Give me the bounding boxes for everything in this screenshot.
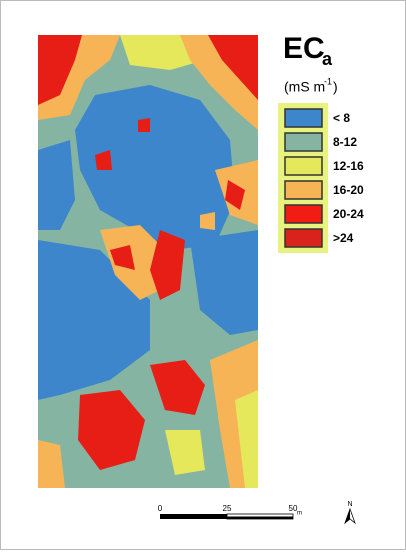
legend-label: < 8	[333, 111, 350, 125]
legend-title-subscript: a	[322, 49, 333, 69]
north-label: N	[347, 501, 352, 508]
legend-background	[278, 103, 328, 253]
legend: < 8 8-12 12-16 16-20 20-24 >24	[278, 103, 364, 253]
scale-label: 50	[289, 504, 298, 513]
legend-swatch	[284, 228, 323, 248]
legend-swatch	[284, 204, 323, 224]
legend-unit-close: )	[333, 79, 338, 95]
scale-label: 25	[223, 504, 232, 513]
ec-map	[38, 35, 258, 488]
legend-label: 12-16	[333, 159, 364, 173]
scale-unit: m	[297, 511, 302, 517]
legend-label: 8-12	[333, 135, 357, 149]
legend-unit: (mS m	[284, 79, 325, 95]
legend-label: 16-20	[333, 183, 364, 197]
legend-swatch	[284, 156, 323, 176]
legend-label: 20-24	[333, 207, 364, 221]
scale-label: 0	[158, 504, 163, 513]
legend-swatch	[284, 132, 323, 152]
north-arrow: N	[344, 501, 356, 525]
scale-bar: 0 25 50 m	[158, 504, 302, 520]
legend-unit-superscript: -1	[324, 76, 332, 86]
legend-title: EC	[283, 32, 325, 65]
legend-swatch	[284, 180, 323, 200]
legend-swatch	[284, 108, 323, 128]
legend-label: >24	[333, 231, 354, 245]
